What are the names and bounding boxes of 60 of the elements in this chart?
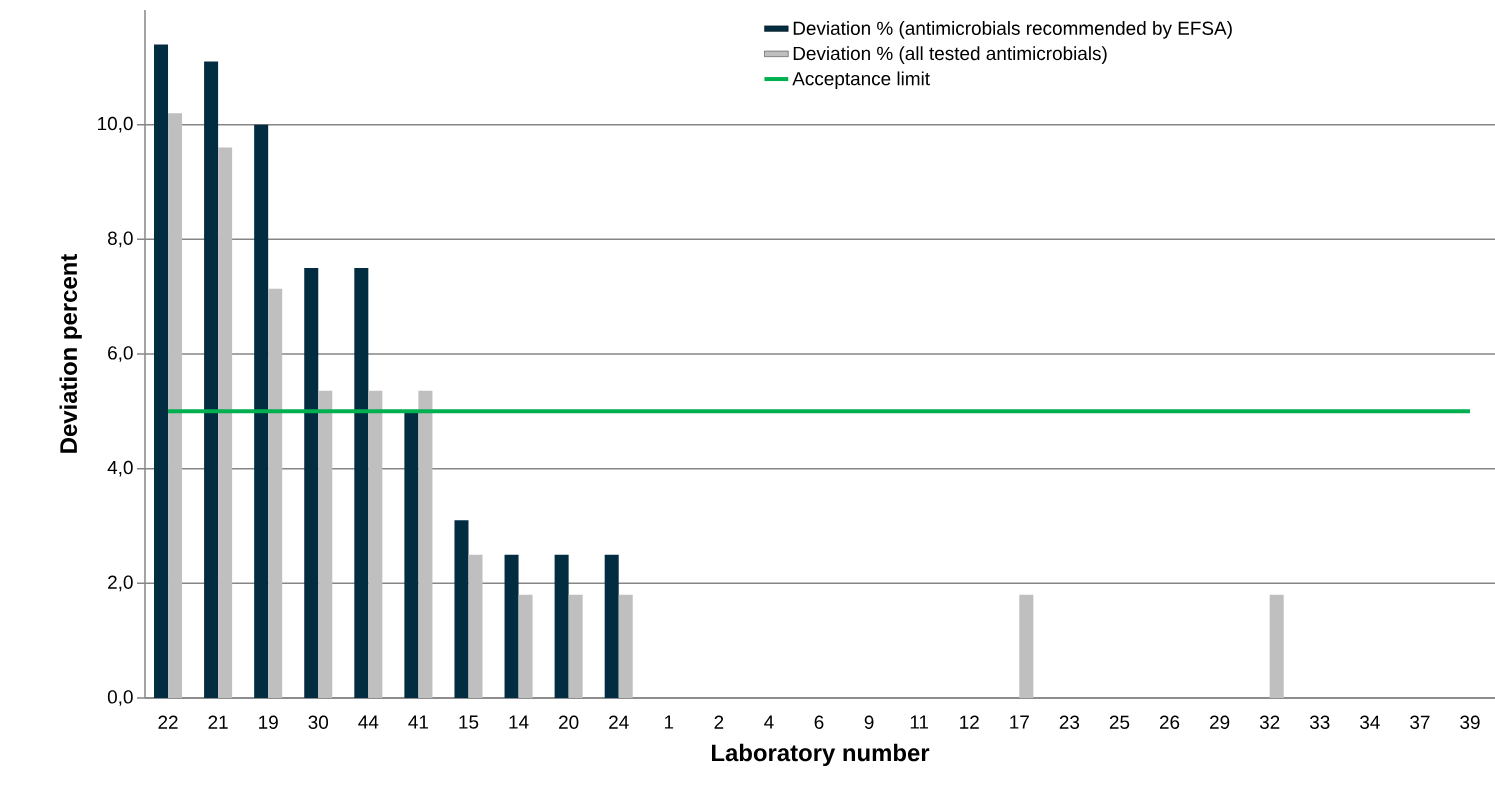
x-tick-label: 15: [459, 715, 479, 729]
x-tick-label: 32: [1259, 715, 1280, 729]
x-tick-label: 21: [208, 715, 228, 729]
bar: [418, 390, 433, 698]
bar: [218, 147, 233, 698]
bar: [454, 520, 469, 698]
x-tick-label: 9: [864, 715, 874, 729]
y-tick-label: 4,0: [107, 460, 133, 477]
x-tick-label: 22: [158, 715, 178, 729]
x-tick-label: 39: [1460, 715, 1480, 729]
x-tick-label: 6: [814, 715, 824, 729]
bar: [618, 594, 633, 698]
x-tick-label: 34: [1360, 715, 1380, 729]
x-tick-label: 44: [358, 715, 379, 729]
bar: [304, 268, 319, 698]
y-tick-label: 2,0: [108, 575, 133, 592]
bar: [604, 554, 619, 698]
y-tick-label: 8,0: [107, 231, 133, 248]
bar: [518, 594, 533, 698]
bar: [568, 594, 583, 698]
x-tick-label: 41: [408, 715, 428, 729]
bar: [1019, 594, 1034, 698]
x-tick-label: 26: [1159, 715, 1180, 729]
x-tick-label: 14: [509, 715, 529, 729]
x-tick-label: 33: [1309, 715, 1330, 729]
bar: [254, 124, 269, 698]
x-tick-label: 4: [764, 715, 774, 729]
x-tick-label: 30: [308, 715, 329, 729]
x-tick-label: 19: [259, 715, 278, 729]
x-tick-label: 20: [559, 715, 579, 729]
x-tick-label: 37: [1410, 715, 1430, 729]
y-tick-label: 10,0: [98, 116, 133, 133]
x-tick-label: 12: [960, 715, 979, 729]
bar: [404, 411, 419, 698]
x-tick-label: 24: [609, 715, 629, 729]
legend-label: Deviation % (all tested antimicrobials): [793, 46, 1107, 64]
bar: [554, 554, 569, 698]
x-tick-label: 25: [1109, 715, 1130, 729]
y-axis-title: Deviation percent: [59, 254, 82, 453]
legend-label: Acceptance limit: [792, 71, 930, 90]
x-tick-label: 17: [1010, 715, 1029, 729]
bar: [368, 390, 383, 698]
bar: [168, 113, 183, 698]
x-tick-label: 23: [1059, 715, 1080, 729]
bar: [1269, 594, 1284, 698]
y-tick-label: 0,0: [107, 690, 133, 706]
bar: [204, 61, 219, 698]
bar: [318, 390, 333, 698]
bar: [354, 268, 369, 698]
legend-label: Deviation % (antimicrobials recommended by EFSA): [793, 21, 1232, 39]
x-tick-label: 2: [714, 715, 724, 729]
x-tick-label: 1: [664, 715, 674, 729]
bar: [504, 554, 519, 698]
bar: [268, 288, 283, 698]
x-tick-label: 11: [910, 715, 929, 729]
bar: [154, 44, 169, 698]
bar: [468, 554, 483, 698]
y-tick-label: 6,0: [108, 346, 133, 362]
x-axis-title: Laboratory number: [712, 743, 930, 767]
x-tick-label: 29: [1210, 715, 1230, 729]
